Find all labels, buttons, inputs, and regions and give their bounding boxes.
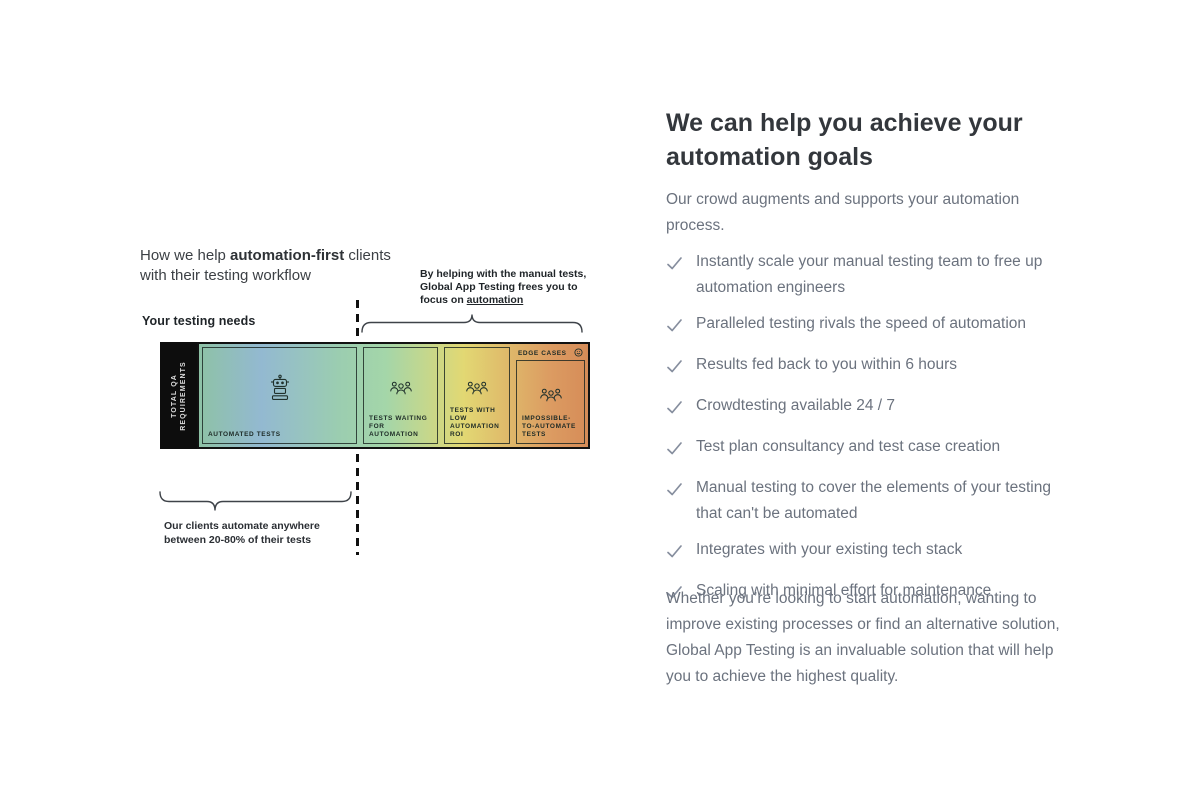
outro-paragraph: Whether you’re looking to start automati… (666, 590, 1060, 685)
checklist-item: Instantly scale your manual testing team… (666, 249, 1070, 301)
segment-label: IMPOSSIBLE-TO-AUTOMATE TESTS (522, 415, 576, 438)
total-qa-axis: TOTAL QA REQUIREMENTS (160, 342, 197, 449)
top-brace (361, 314, 583, 333)
checklist-item: Results fed back to you within 6 hours (666, 352, 1070, 383)
diagram-heading-prefix: How we help (140, 247, 231, 264)
segment-label: AUTOMATED TESTS (208, 431, 281, 438)
your-testing-needs-label: Your testing needs (142, 314, 256, 328)
checklist-item: Integrates with your existing tech stack (666, 537, 1070, 568)
checkmark-icon (666, 434, 683, 465)
crowd-icon (389, 379, 412, 401)
intro-paragraph: Our crowd augments and supports your aut… (666, 191, 1020, 234)
gradient-panel: AUTOMATED TESTS TESTS WAITING FOR AUTOMA… (197, 342, 590, 449)
checklist-item-text: Manual testing to cover the elements of … (696, 479, 1051, 522)
segment-label: TESTS WITH LOW AUTOMATION ROI (450, 407, 500, 438)
checklist-item-text: Paralleled testing rivals the speed of a… (696, 315, 1027, 332)
segment-low-roi: TESTS WITH LOW AUTOMATION ROI (444, 347, 510, 444)
segment-label: TESTS WAITING FOR AUTOMATION (369, 415, 428, 438)
total-qa-axis-label: TOTAL QA REQUIREMENTS (170, 360, 187, 431)
checklist-item: Scaling with minimal effort for maintena… (666, 578, 1070, 609)
benefits-checklist: Instantly scale your manual testing team… (666, 249, 1070, 619)
segment-automated-tests: AUTOMATED TESTS (202, 347, 357, 444)
segment-tests-waiting: TESTS WAITING FOR AUTOMATION (363, 347, 438, 444)
diagram-heading-bold: automation-first (230, 247, 345, 264)
checklist-item: Test plan consultancy and test case crea… (666, 434, 1070, 465)
crowd-icon (539, 386, 562, 408)
crowd-icon (466, 379, 489, 401)
checklist-item-text: Instantly scale your manual testing team… (696, 253, 1043, 296)
checklist-item-text: Integrates with your existing tech stack (696, 541, 963, 558)
checklist-item: Manual testing to cover the elements of … (666, 475, 1070, 527)
qa-requirements-bar: TOTAL QA REQUIREMENTS AUTOMATED TESTS (160, 342, 590, 449)
section-title: We can help you achieve your automation … (666, 109, 1023, 171)
edge-cases-row: EDGE CASES (516, 347, 585, 359)
edge-cases-label: EDGE CASES (518, 349, 567, 357)
checklist-item-text: Results fed back to you within 6 hours (696, 356, 958, 373)
diagram-heading: How we help automation-first clients wit… (140, 246, 392, 285)
checklist-item-text: Scaling with minimal effort for maintena… (696, 582, 992, 599)
checklist-item-text: Test plan consultancy and test case crea… (696, 438, 1001, 455)
checkmark-icon (666, 578, 683, 609)
checkmark-icon (666, 352, 683, 383)
diagram-heading-suffix: clients with their testing workflow (140, 247, 391, 284)
checklist-item-text: Crowdtesting available 24 / 7 (696, 397, 896, 414)
checkmark-icon (666, 249, 683, 280)
checklist-item: Paralleled testing rivals the speed of a… (666, 311, 1070, 342)
annotation-text: By helping with the manual tests, Global… (420, 268, 587, 306)
checkmark-icon (666, 475, 683, 506)
segment-impossible-to-automate: IMPOSSIBLE-TO-AUTOMATE TESTS (516, 360, 585, 444)
checklist-item: Crowdtesting available 24 / 7 (666, 393, 1070, 424)
manual-tests-annotation: By helping with the manual tests, Global… (420, 268, 600, 307)
automation-link[interactable]: automation (466, 294, 524, 306)
checkmark-icon (666, 393, 683, 424)
clients-automate-annotation: Our clients automate anywhere between 20… (164, 520, 320, 546)
checkmark-icon (666, 537, 683, 568)
bottom-brace (159, 491, 352, 511)
smiley-icon (574, 344, 583, 362)
robot-icon (268, 374, 292, 406)
checkmark-icon (666, 311, 683, 342)
